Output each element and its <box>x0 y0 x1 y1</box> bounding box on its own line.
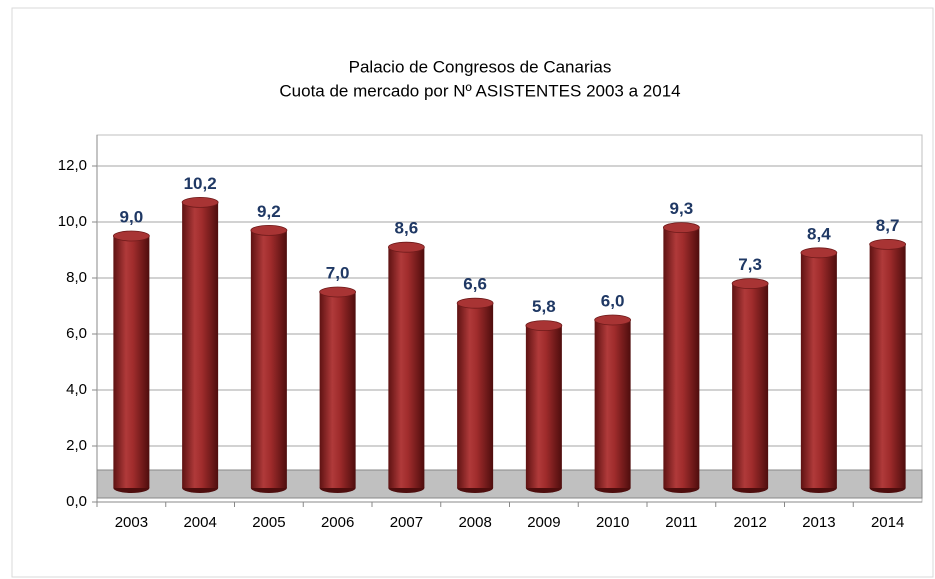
bar <box>525 325 562 488</box>
y-tick-label: 12,0 <box>58 157 87 174</box>
bar <box>182 202 219 488</box>
bar <box>732 283 769 488</box>
bar <box>388 247 425 488</box>
bar <box>113 236 150 488</box>
bar-top <box>181 196 219 208</box>
bar-top <box>800 247 838 259</box>
y-tick-label: 2,0 <box>66 437 87 454</box>
bar-top <box>525 320 563 332</box>
bar <box>869 244 906 488</box>
x-tick-label: 2009 <box>527 514 560 531</box>
x-tick-label: 2005 <box>252 514 285 531</box>
value-label: 8,6 <box>395 219 419 238</box>
y-tick-label: 8,0 <box>66 269 87 286</box>
floor <box>96 469 923 499</box>
x-tick-label: 2006 <box>321 514 354 531</box>
x-tick-label: 2014 <box>871 514 904 531</box>
x-tick-label: 2011 <box>665 514 697 531</box>
bar <box>594 320 631 488</box>
bar-top <box>869 238 907 250</box>
chart-subtitle: Cuota de mercado por Nº ASISTENTES 2003 … <box>279 81 680 100</box>
x-tick-label: 2013 <box>802 514 835 531</box>
x-tick-label: 2007 <box>390 514 423 531</box>
bar-top <box>731 278 769 290</box>
chart-title: Palacio de Congresos de Canarias <box>349 57 612 76</box>
bar-top <box>387 241 425 253</box>
bar-top <box>662 222 700 234</box>
value-label: 6,0 <box>601 291 625 310</box>
bar-top <box>319 286 357 298</box>
value-label: 9,2 <box>257 202 281 221</box>
value-label: 9,0 <box>120 207 144 226</box>
bar <box>663 227 700 488</box>
y-tick-label: 6,0 <box>66 325 87 342</box>
value-label: 5,8 <box>532 297 556 316</box>
x-tick-label: 2010 <box>596 514 629 531</box>
x-tick-label: 2008 <box>458 514 491 531</box>
bar-top <box>594 314 632 326</box>
value-label: 9,3 <box>670 199 694 218</box>
y-tick-label: 4,0 <box>66 381 87 398</box>
x-tick-label: 2004 <box>183 514 216 531</box>
bar <box>457 303 494 488</box>
y-tick-label: 10,0 <box>58 213 87 230</box>
x-tick-label: 2003 <box>115 514 148 531</box>
value-label: 6,6 <box>463 275 487 294</box>
value-label: 8,7 <box>876 216 900 235</box>
bar <box>250 230 287 488</box>
y-tick-label: 0,0 <box>66 493 87 510</box>
value-label: 8,4 <box>807 224 831 243</box>
bar <box>800 252 837 488</box>
bar-top <box>456 297 494 309</box>
bar-top <box>250 224 288 236</box>
bar-top <box>112 230 150 242</box>
value-label: 7,0 <box>326 263 350 282</box>
value-label: 10,2 <box>184 174 217 193</box>
x-tick-label: 2012 <box>733 514 766 531</box>
value-label: 7,3 <box>738 255 762 274</box>
bar <box>319 292 356 488</box>
